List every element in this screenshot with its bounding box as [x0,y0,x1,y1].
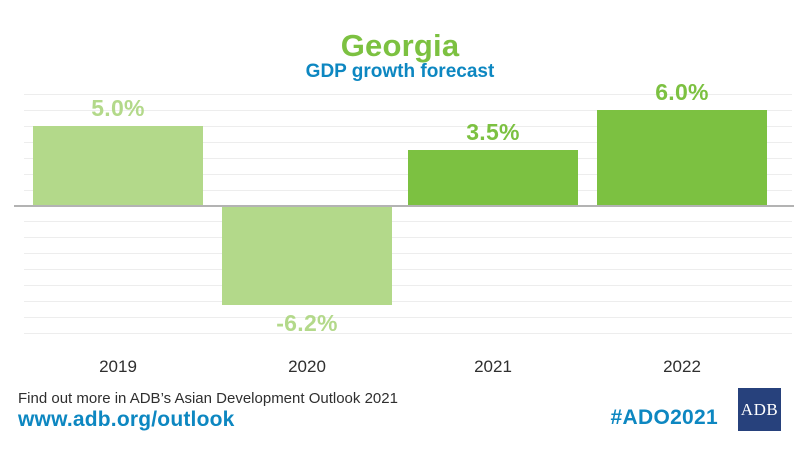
zero-baseline [14,204,794,207]
gridline [24,126,792,127]
chart-title: Georgia [340,28,460,63]
year-label-2020: 2020 [288,357,326,376]
footer-url: www.adb.org/outlook [18,408,235,431]
gridline [24,269,792,271]
bar-value-label-2020: -6.2% [276,310,338,337]
bar-value-label-2021: 3.5% [466,118,520,145]
hashtag-label: #ADO2021 [610,406,718,429]
bar-value-label-2019: 5.0% [91,95,145,121]
gridline [24,332,792,334]
gridline [24,221,792,223]
footer-note: Find out more in ADB’s Asian Development… [18,390,398,407]
year-label-2021: 2021 [474,357,512,376]
bar-2022 [597,110,767,206]
gridline [24,94,792,96]
bar-2021 [408,149,578,206]
bar-2020 [222,206,392,306]
gridline [24,316,792,318]
bar-value-label-2022: 6.0% [655,79,709,106]
gridline [24,237,792,239]
year-label-2022: 2022 [663,357,701,376]
adb-logo: ADB [738,388,781,431]
year-label-2019: 2019 [99,357,137,376]
gridline [24,300,792,302]
chart-subtitle: GDP growth forecast [305,61,495,82]
gridline [24,110,792,112]
bar-2019 [33,126,203,206]
gridline [24,141,792,143]
gridline [24,285,792,286]
gridline [24,253,792,255]
